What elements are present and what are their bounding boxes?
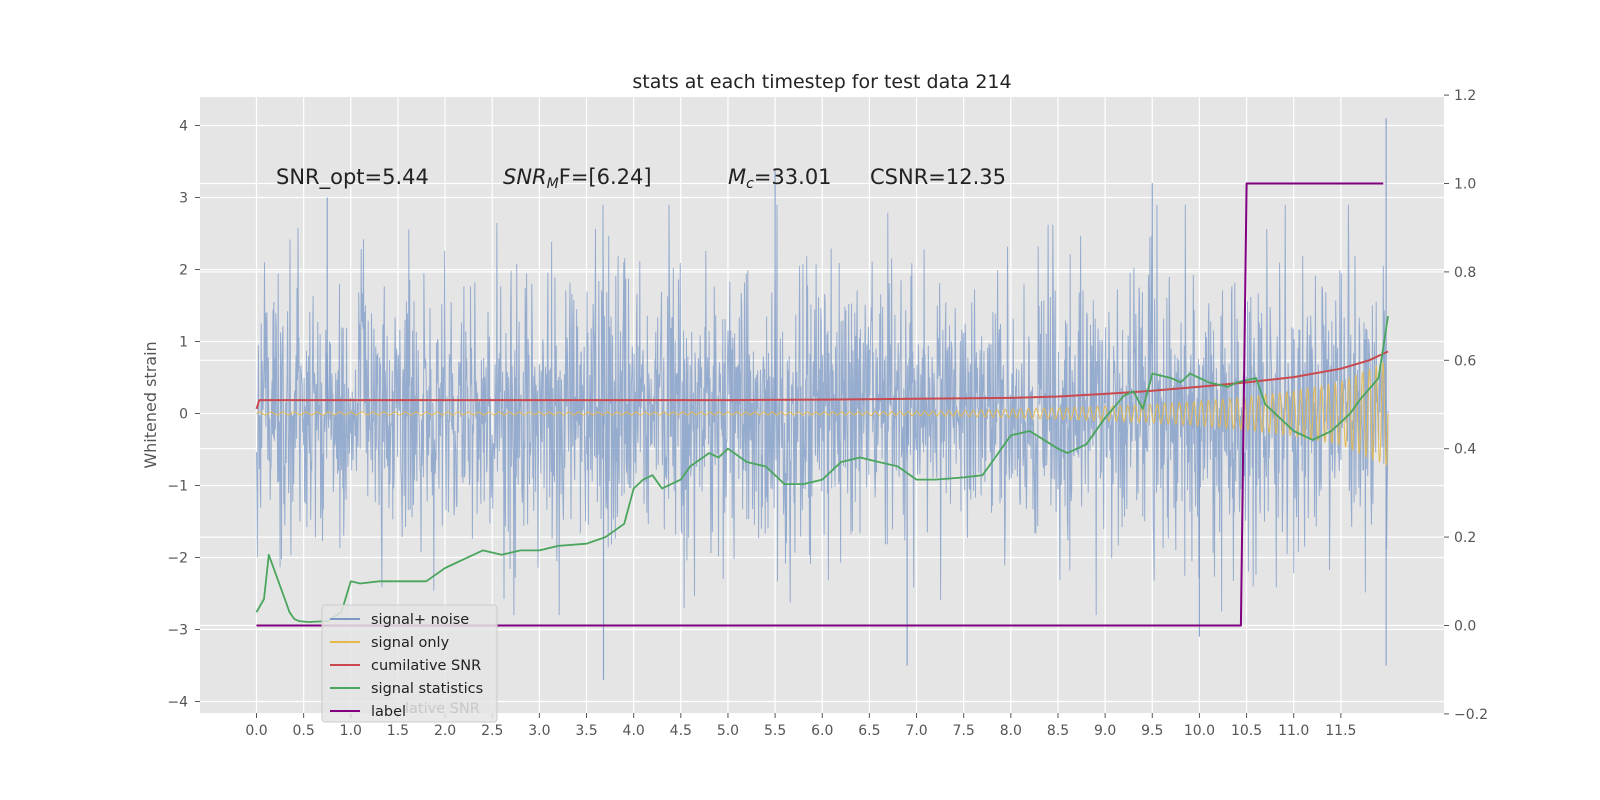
x-tick-label: 1.5: [387, 723, 409, 739]
label-line: [256, 182, 1384, 627]
x-tick-label: 4.0: [623, 723, 645, 739]
cumulative-snr-line: [255, 350, 1389, 410]
annotation-mc: Mc=33.01: [728, 165, 832, 192]
y-tick-label: 3: [179, 191, 188, 207]
x-tick-label: 9.5: [1141, 723, 1163, 739]
x-tick-label: 2.0: [434, 723, 456, 739]
annotation-mc-base: M: [728, 165, 746, 189]
x-tick-label: 5.0: [717, 723, 739, 739]
x-tick-label: 0.0: [245, 723, 267, 739]
annotation-snr-mf-rest: F=[6.24]: [559, 165, 652, 189]
y2-tick-label: 1.2: [1454, 88, 1476, 104]
x-tick-label: 11.5: [1325, 723, 1356, 739]
signal-statistics-line: [255, 315, 1389, 623]
x-tick-label: 10.5: [1231, 723, 1262, 739]
y-tick-label: 1: [179, 335, 188, 351]
y2-tick-label: 1.0: [1454, 177, 1476, 193]
signal-only-line: [256, 361, 1389, 466]
x-tick-label: 3.0: [528, 723, 550, 739]
annotation-snr-mf-base: SNR: [503, 165, 547, 189]
series-layer: [255, 118, 1389, 680]
x-tick-label: 11.0: [1278, 723, 1309, 739]
legend: lative SNR signal+ noise signal only cumil…: [321, 604, 498, 723]
legend-box: [321, 604, 498, 723]
x-tick-label: 7.0: [905, 723, 927, 739]
chart-title: stats at each timestep for test data 214: [632, 71, 1011, 93]
y2-tick-label: 0.8: [1454, 265, 1476, 281]
y-axis-label: Whitened strain: [141, 341, 160, 468]
y2-tick-label: 0.6: [1454, 353, 1476, 369]
x-tick-label: 10.0: [1184, 723, 1215, 739]
x-tick-label: 3.5: [575, 723, 597, 739]
legend-items: signal+ noise signal only cumilative SNR si…: [330, 612, 483, 720]
y-tick-label: −3: [167, 623, 188, 639]
y2-tick-label: −0.2: [1454, 707, 1488, 723]
x-tick-label: 8.0: [1000, 723, 1022, 739]
y2-tick-label: 0.4: [1454, 442, 1476, 458]
legend-label: signal only: [371, 635, 450, 651]
x-tick-label: 7.5: [953, 723, 975, 739]
signal-noise-line: [256, 204, 1389, 616]
x-tick-label: 0.5: [293, 723, 315, 739]
x-tick-label: 4.5: [670, 723, 692, 739]
annotation-mc-rest: =33.01: [754, 165, 832, 189]
annotation-mc-sub: c: [746, 176, 754, 192]
annotation-snr-mf: SNRMF=[6.24]: [503, 165, 652, 192]
x-tick-label: 2.5: [481, 723, 503, 739]
x-tick-label: 8.5: [1047, 723, 1069, 739]
legend-label: signal statistics: [371, 681, 483, 697]
annotation-snr-opt: SNR_opt=5.44: [276, 165, 429, 190]
annotation-csnr: CSNR=12.35: [870, 165, 1006, 189]
x-tick-label: 6.0: [811, 723, 833, 739]
y-tick-label: 4: [179, 119, 188, 135]
y2-tick-label: 0.0: [1454, 619, 1476, 635]
y-tick-label: −2: [167, 551, 188, 567]
y-tick-label: 2: [179, 263, 188, 279]
x-tick-label: 9.0: [1094, 723, 1116, 739]
legend-label: signal+ noise: [371, 612, 469, 628]
axes: 0.0 0.5 1.0 1.5 2.0 2.5 3.0 3.5 4.0 4.5 5.0 5.5 6.0 6…: [167, 88, 1488, 739]
y-tick-label: −4: [167, 695, 188, 711]
y2-tick-label: 0.2: [1454, 530, 1476, 546]
legend-label: cumilative SNR: [371, 658, 481, 674]
x-tick-label: 5.5: [764, 723, 786, 739]
legend-ghost-text: lative SNR: [405, 701, 480, 717]
legend-label: label: [371, 704, 406, 720]
x-tick-label: 1.0: [340, 723, 362, 739]
annotation-snr-mf-sub: M: [547, 176, 559, 192]
y-tick-label: −1: [167, 479, 188, 495]
x-tick-label: 6.5: [858, 723, 880, 739]
y-tick-label: 0: [179, 407, 188, 423]
